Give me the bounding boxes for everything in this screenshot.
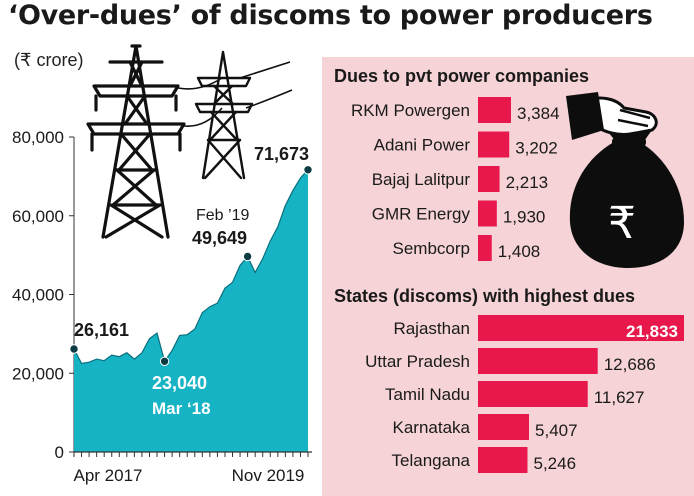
- point-feb19: [242, 251, 253, 262]
- area-series: [74, 169, 308, 452]
- bar-value-label: 2,213: [506, 173, 549, 192]
- bar: [478, 315, 684, 341]
- x-end-label: Nov 2019: [232, 466, 305, 485]
- y-tick-label: 0: [55, 443, 64, 462]
- y-tick-label: 60,000: [12, 207, 64, 226]
- annotation-low-label: Mar ‘18: [152, 399, 211, 418]
- point-low: [159, 356, 170, 366]
- power-tower-icon: [86, 44, 186, 239]
- annotation-feb19-value: 49,649: [192, 228, 247, 248]
- bar-category-label: Sembcorp: [393, 239, 470, 258]
- area-chart: 80,000 60,000 40,000 20,000 0 Apr 2017 Nov 2…: [12, 128, 313, 485]
- power-lines: [177, 61, 293, 127]
- bar-value-label: 1,930: [503, 208, 546, 227]
- bar-category-label: Karnataka: [393, 418, 471, 437]
- point-start: [69, 344, 79, 354]
- power-tower-small-icon: [194, 50, 254, 180]
- y-tick-label: 20,000: [12, 364, 64, 383]
- bar: [478, 381, 588, 407]
- bar-category-label: Uttar Pradesh: [365, 352, 470, 371]
- bar-value-label: 3,384: [517, 104, 560, 123]
- bar-category-label: GMR Energy: [372, 205, 471, 224]
- annotation-low-value: 23,040: [152, 373, 207, 393]
- rupee-symbol: ₹: [608, 198, 636, 249]
- bar-category-label: Rajasthan: [393, 319, 470, 338]
- bar-value-label: 5,407: [535, 421, 578, 440]
- bar-value-label: 5,246: [533, 454, 576, 473]
- bar: [478, 200, 497, 227]
- bar: [478, 348, 598, 374]
- x-start-label: Apr 2017: [74, 466, 143, 485]
- bar-category-label: Adani Power: [374, 136, 471, 155]
- bar-category-label: Bajaj Lalitpur: [372, 170, 471, 189]
- bar-value-label: 12,686: [604, 355, 656, 374]
- bar-category-label: RKM Powergen: [351, 101, 470, 120]
- money-bag-icon: ₹: [566, 92, 684, 268]
- bar-chart-2: Rajasthan 21,833 Uttar Pradesh 12,686 Tamil …: [365, 315, 684, 473]
- bar: [478, 131, 510, 158]
- unit-label: (₹ crore): [14, 50, 84, 70]
- bar: [478, 235, 492, 261]
- annotation-feb19-label: Feb ’19: [196, 207, 249, 224]
- bar-value-label: 11,627: [594, 388, 645, 407]
- bar-value-label: 1,408: [498, 242, 541, 261]
- area-series-line: [73, 169, 309, 365]
- bar-chart-1-title: Dues to pvt power companies: [334, 66, 589, 86]
- bar: [478, 166, 500, 192]
- bar-value-label: 21,833: [626, 322, 678, 341]
- point-end: [303, 165, 313, 175]
- page-title: ‘Over-dues’ of discoms to power producer…: [8, 0, 653, 31]
- annotation-start-value: 26,161: [74, 320, 129, 340]
- bar-category-label: Telangana: [392, 451, 471, 470]
- bar-chart-1: RKM Powergen 3,384 Adani Power 3,202 Bajaj L…: [351, 97, 560, 261]
- bar: [478, 447, 528, 473]
- bar-chart-2-title: States (discoms) with highest dues: [334, 286, 635, 306]
- annotation-end-value: 71,673: [254, 144, 309, 164]
- y-tick-label: 80,000: [12, 128, 64, 147]
- bar-value-label: 3,202: [515, 139, 558, 158]
- bar-category-label: Tamil Nadu: [385, 385, 470, 404]
- bar: [478, 414, 530, 440]
- bar: [478, 97, 511, 123]
- y-tick-label: 40,000: [12, 286, 64, 305]
